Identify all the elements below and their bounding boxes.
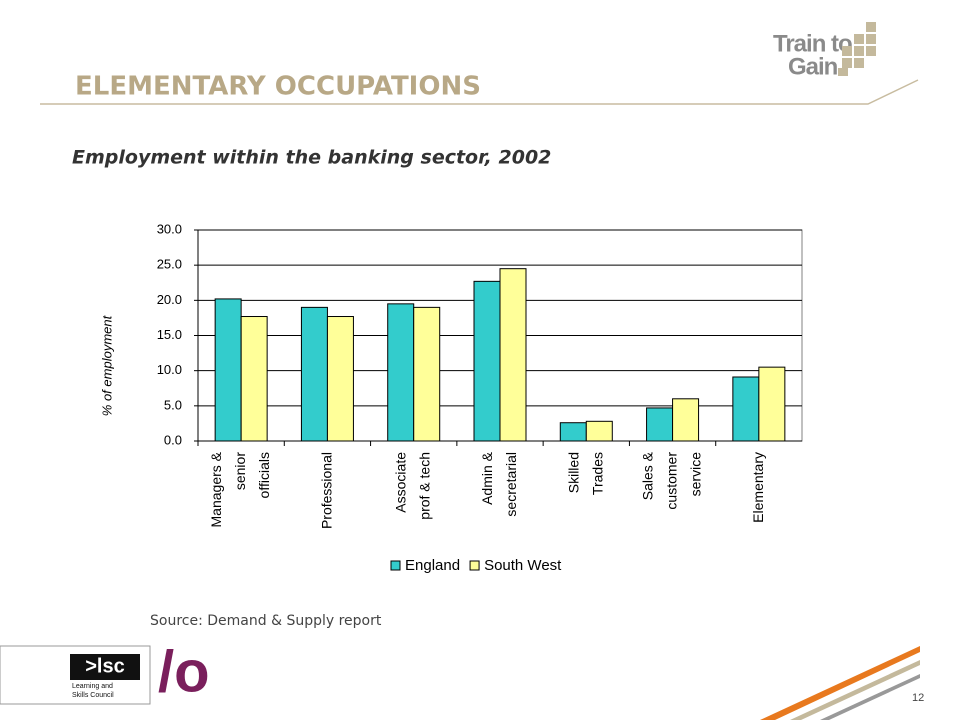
x-tick-label: Managers & senior officials bbox=[208, 451, 272, 527]
lsc-name: Skills Council bbox=[72, 692, 114, 699]
y-tick-label: 30.0 bbox=[157, 221, 182, 236]
x-tick-label: Admin & secretarial bbox=[479, 451, 519, 516]
bar bbox=[672, 398, 700, 442]
y-tick-label: 5.0 bbox=[164, 397, 182, 412]
y-tick-label: 20.0 bbox=[157, 292, 182, 307]
bar bbox=[758, 366, 786, 442]
y-tick-label: 10.0 bbox=[157, 362, 182, 377]
bar bbox=[473, 280, 501, 442]
y-tick-label: 25.0 bbox=[157, 257, 182, 272]
stripe bbox=[790, 660, 920, 720]
bar bbox=[499, 268, 527, 442]
x-tick-label: Associate prof & tech bbox=[392, 452, 432, 520]
x-tick-label: Professional bbox=[318, 452, 334, 529]
bar bbox=[732, 376, 760, 442]
legend-swatch bbox=[469, 560, 480, 571]
x-tick-label: Elementary bbox=[750, 452, 766, 523]
bar bbox=[326, 316, 354, 442]
bar bbox=[240, 316, 268, 442]
bar bbox=[214, 298, 242, 442]
source: Source: Demand & Supply report bbox=[150, 613, 382, 629]
title-rule bbox=[40, 79, 919, 105]
logo-text: Gain bbox=[788, 53, 838, 80]
legend-label: England bbox=[405, 557, 460, 574]
y-tick-label: 0.0 bbox=[164, 432, 182, 447]
lsc-name: Learning and bbox=[72, 683, 113, 690]
logo-o: /o bbox=[158, 639, 210, 704]
bar bbox=[413, 306, 441, 442]
slide-title: ELEMENTARY OCCUPATIONS bbox=[75, 72, 481, 102]
chart-title: Employment within the banking sector, 20… bbox=[72, 147, 551, 169]
logo-blocks bbox=[838, 22, 876, 76]
y-tick-label: 15.0 bbox=[157, 327, 182, 342]
legend-label: South West bbox=[484, 557, 562, 574]
y-axis-label: % of employment bbox=[99, 314, 114, 416]
bar bbox=[646, 407, 674, 442]
bar bbox=[585, 420, 613, 442]
x-tick-label: Skilled Trades bbox=[565, 452, 605, 495]
bar bbox=[559, 422, 587, 442]
stripe bbox=[760, 646, 920, 720]
legend-swatch bbox=[390, 560, 401, 571]
page-number: 12 bbox=[912, 692, 924, 704]
logo-text: Train to bbox=[773, 30, 852, 57]
x-tick-label: Sales & customer service bbox=[639, 451, 703, 509]
lsc-mark: >lsc bbox=[85, 655, 124, 677]
lsc-mark-bg bbox=[70, 654, 140, 680]
bar bbox=[300, 306, 328, 442]
bar bbox=[387, 303, 415, 442]
stripe bbox=[820, 674, 920, 720]
